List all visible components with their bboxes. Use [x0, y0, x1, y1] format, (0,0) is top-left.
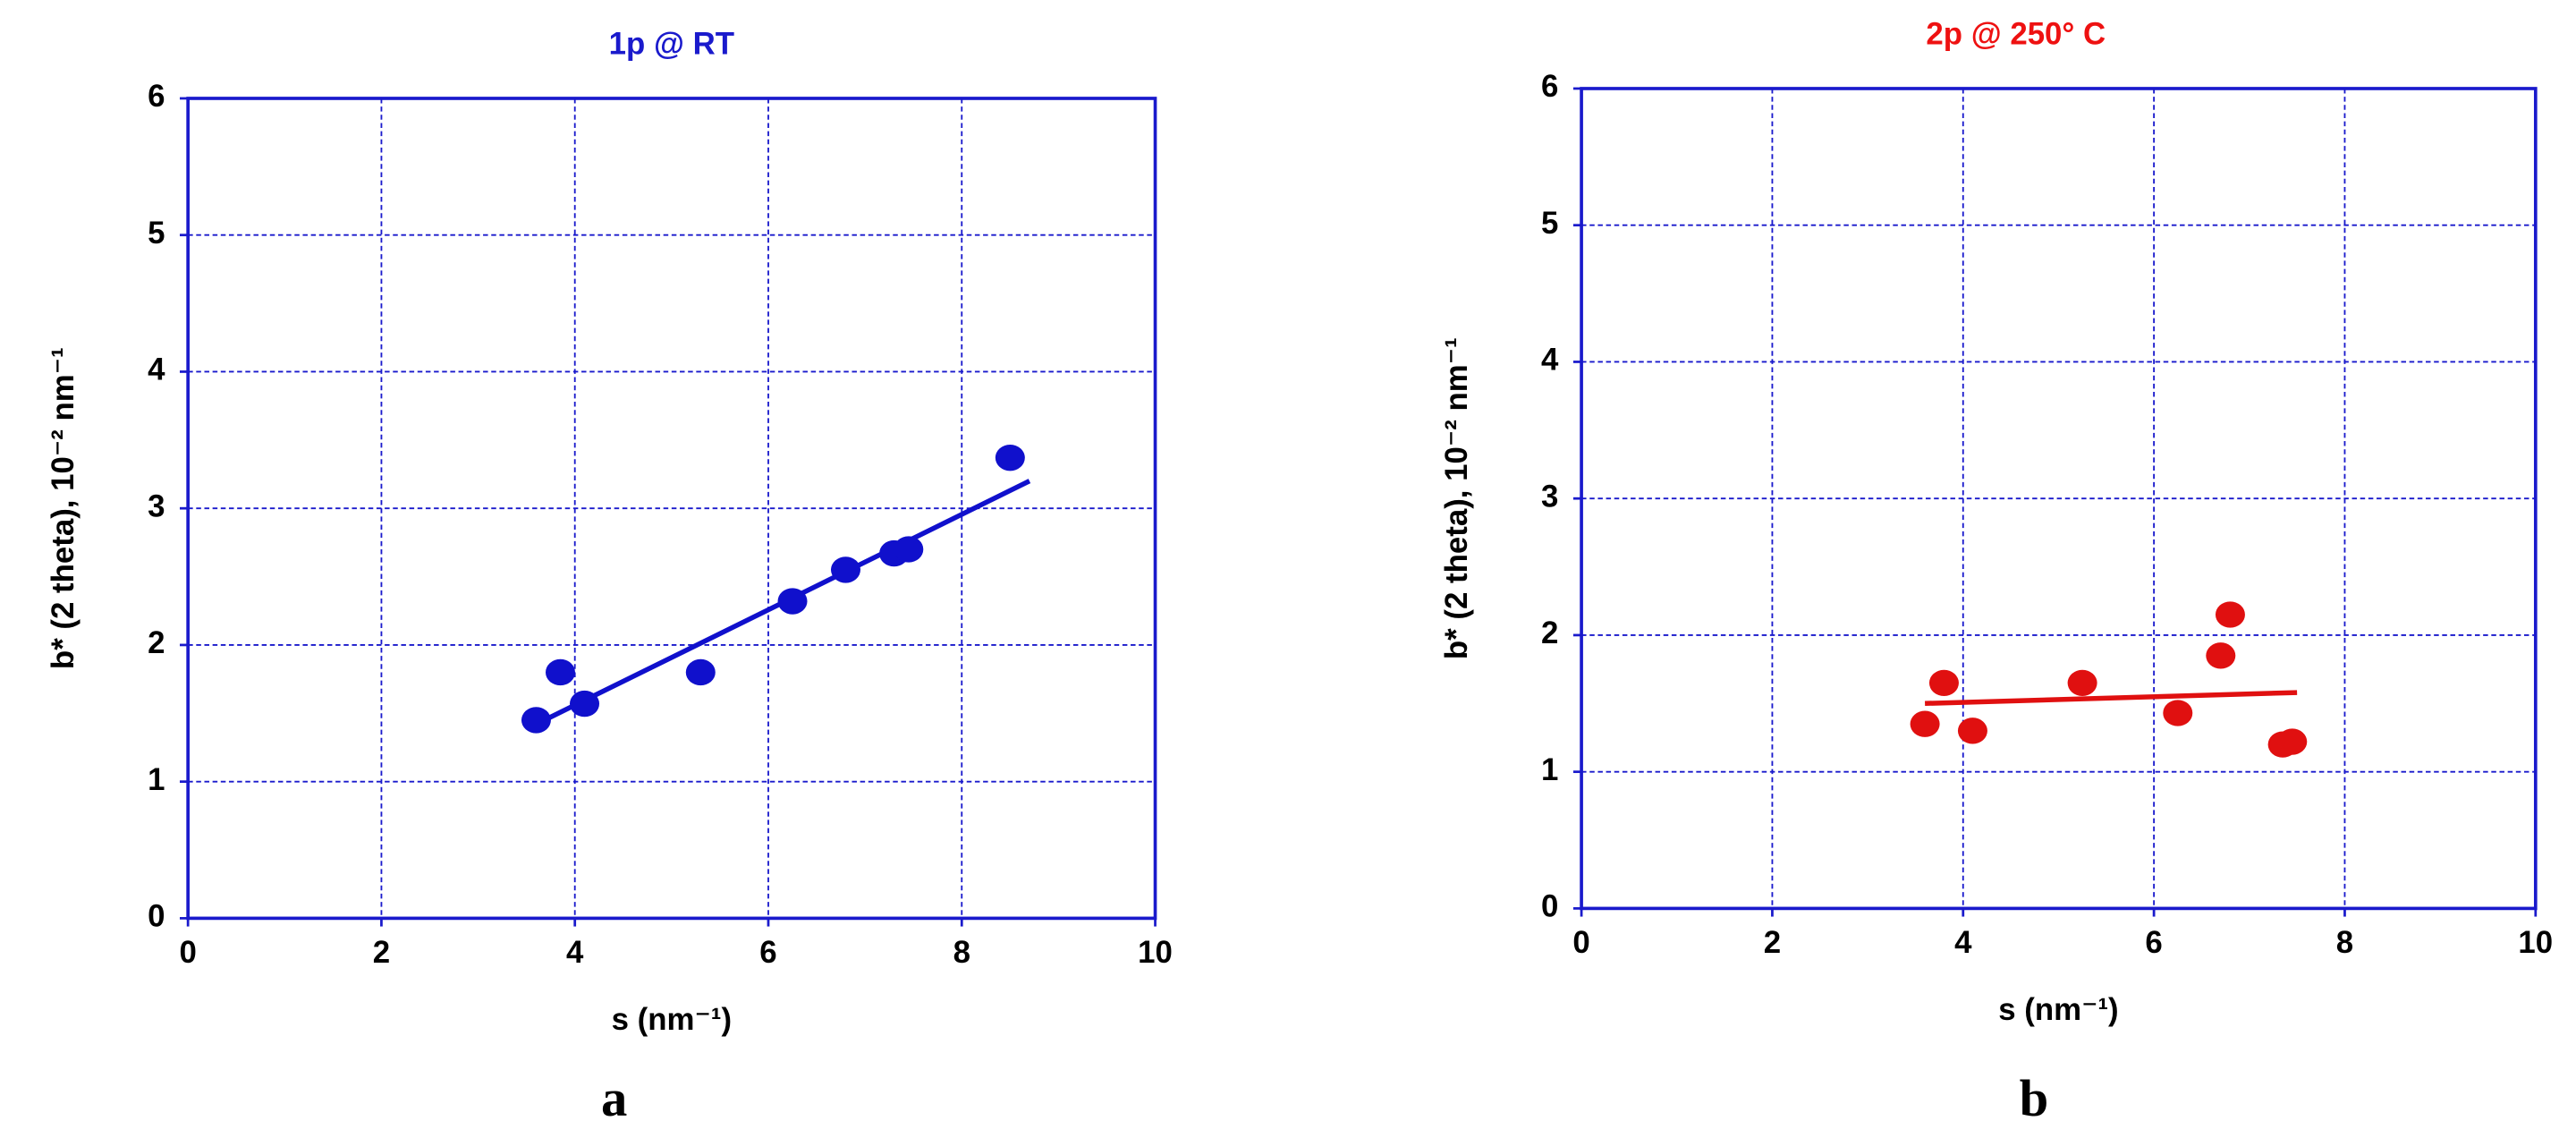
point: [521, 707, 551, 734]
plot-frame: [1580, 87, 2538, 911]
point: [2277, 728, 2308, 755]
chart-title: 2p @ 250° C: [1926, 17, 2106, 52]
point: [2206, 642, 2236, 669]
point: [1928, 669, 1959, 697]
fit-line: [1925, 690, 2298, 707]
x-tick-label: 0: [1572, 925, 1589, 960]
panel-label: b: [2020, 1069, 2049, 1127]
point: [995, 445, 1025, 471]
x-tick-label: 6: [2145, 925, 2162, 960]
chart-title: 1p @ RT: [609, 27, 734, 62]
point: [2067, 669, 2097, 697]
point: [570, 690, 600, 718]
point: [545, 658, 575, 686]
x-tick-label: 4: [566, 935, 584, 970]
point: [685, 658, 716, 686]
x-tick-label: 8: [2336, 925, 2353, 960]
y-tick-label: 2: [148, 625, 165, 660]
x-tick-label: 2: [373, 935, 390, 970]
y-tick-label: 6: [148, 79, 165, 114]
x-tick-label: 2: [1764, 925, 1781, 960]
point: [831, 556, 860, 583]
plot-frame: [186, 97, 1157, 921]
x-tick-label: 4: [1954, 925, 1972, 960]
x-tick-label: 0: [179, 935, 196, 970]
y-tick-label: 1: [148, 762, 165, 797]
x-axis-label: s (nm⁻¹): [612, 1002, 732, 1037]
y-tick-label: 5: [1541, 206, 1558, 241]
y-axis-label: b* (2 theta), 10⁻² nm⁻¹: [46, 347, 80, 669]
x-tick-label: 6: [759, 935, 776, 970]
point: [1910, 710, 1940, 737]
y-tick-label: 1: [1541, 752, 1558, 787]
y-axis-label: b* (2 theta), 10⁻² nm⁻¹: [1439, 337, 1474, 659]
x-tick-label: 8: [953, 935, 970, 970]
y-tick-label: 0: [148, 899, 165, 934]
x-tick-label: 10: [2518, 925, 2553, 960]
y-tick-label: 6: [1541, 69, 1558, 104]
y-tick-label: 4: [148, 352, 165, 387]
point: [894, 536, 924, 563]
x-tick-label: 10: [1138, 935, 1173, 970]
y-tick-label: 2: [1541, 616, 1558, 650]
y-tick-label: 4: [1541, 343, 1559, 378]
point: [1957, 718, 1987, 744]
point: [2215, 601, 2245, 628]
y-tick-label: 5: [148, 216, 165, 251]
y-tick-label: 3: [148, 488, 165, 523]
panel-label: a: [601, 1069, 627, 1127]
point: [777, 588, 808, 615]
x-axis-label: s (nm⁻¹): [1998, 992, 2118, 1027]
y-tick-label: 0: [1541, 889, 1558, 924]
y-tick-label: 3: [1541, 479, 1558, 514]
point: [2163, 700, 2193, 726]
